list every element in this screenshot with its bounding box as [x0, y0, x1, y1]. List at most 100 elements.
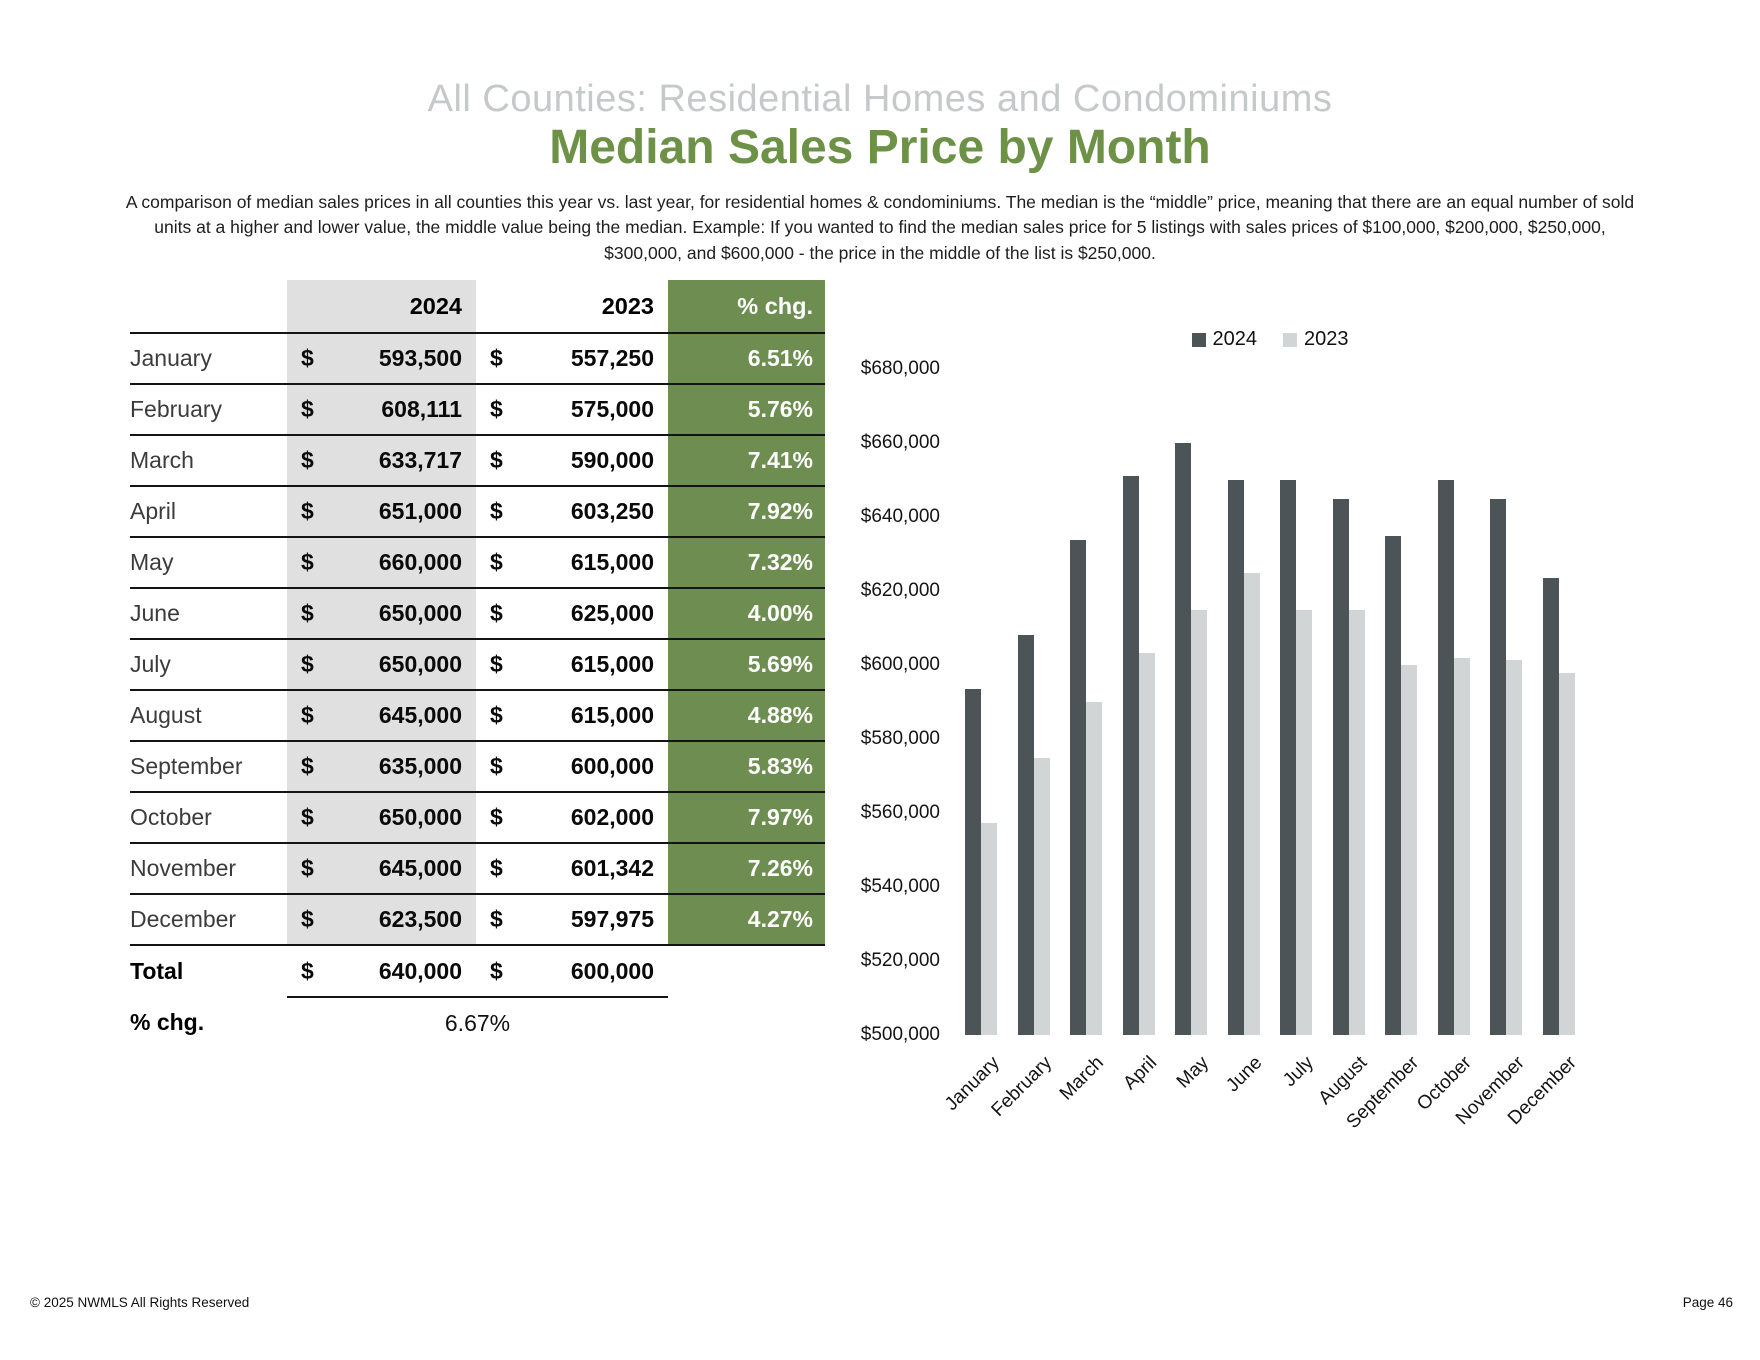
- value-2023-cell: $603,250: [476, 485, 668, 537]
- report-subtitle: All Counties: Residential Homes and Cond…: [427, 78, 1333, 120]
- y-axis-tick-label: $600,000: [860, 654, 940, 675]
- currency-symbol: $: [301, 855, 314, 881]
- price-table-body: January $593,500 $557,250 6.51% February $608…: [130, 332, 825, 946]
- currency-symbol: $: [301, 906, 314, 932]
- value-2023: 600,000: [570, 753, 654, 779]
- currency-symbol: $: [301, 804, 314, 830]
- month-cell: June: [130, 587, 287, 639]
- value-2023: 615,000: [570, 549, 654, 575]
- legend-item-2024: 2024: [1191, 328, 1258, 351]
- table-row: June $650,000 $625,000 4.00%: [130, 587, 825, 639]
- bar-2024-September: [1385, 535, 1402, 1035]
- value-2023: 597,975: [570, 906, 654, 932]
- value-2023-cell: $615,000: [476, 536, 668, 588]
- legend-swatch-2023-icon: [1283, 332, 1297, 347]
- y-axis-tick-label: $520,000: [860, 950, 940, 971]
- table-row: November $645,000 $601,342 7.26%: [130, 842, 825, 894]
- table-row: October $650,000 $602,000 7.97%: [130, 791, 825, 843]
- legend-label-2024: 2024: [1212, 328, 1258, 350]
- month-cell: August: [130, 689, 287, 741]
- x-axis-tick-label: March: [1056, 1052, 1109, 1105]
- price-table: 2024 2023 % chg. January $593,500 $557,250…: [130, 280, 825, 1048]
- value-2023: 601,342: [570, 855, 654, 881]
- month-cell: February: [130, 383, 287, 435]
- currency-symbol: $: [490, 396, 503, 422]
- table-row: January $593,500 $557,250 6.51%: [130, 332, 825, 384]
- bar-2024-April: [1122, 476, 1139, 1035]
- currency-symbol: $: [301, 396, 314, 422]
- pct-change-cell: 7.26%: [668, 842, 825, 894]
- total-pct-change-label: % chg.: [130, 1009, 205, 1035]
- footer-page-number: Page 46: [1682, 1295, 1733, 1310]
- x-axis-labels: January February March April May June July Augu…: [941, 1047, 1585, 1157]
- value-2024: 645,000: [378, 702, 462, 728]
- value-2024: 645,000: [378, 855, 462, 881]
- bar-2024-June: [1227, 480, 1244, 1035]
- bar-2023-September: [1401, 665, 1418, 1035]
- month-cell: October: [130, 791, 287, 843]
- value-2024-cell: $593,500: [287, 332, 476, 384]
- legend-swatch-2024-icon: [1191, 332, 1206, 347]
- bar-2023-July: [1296, 609, 1313, 1035]
- report-description: A comparison of median sales prices in a…: [125, 192, 1635, 263]
- value-2024-cell: $645,000: [287, 842, 476, 894]
- y-axis-tick-label: $500,000: [860, 1024, 940, 1045]
- bar-2024-January: [965, 689, 982, 1035]
- currency-symbol: $: [301, 345, 314, 371]
- bar-2023-August: [1348, 609, 1365, 1035]
- value-2023-cell: $557,250: [476, 332, 668, 384]
- bar-2024-July: [1280, 480, 1297, 1035]
- value-2024-cell: $660,000: [287, 536, 476, 588]
- bar-2023-May: [1191, 609, 1208, 1035]
- value-2023: 602,000: [570, 804, 654, 830]
- value-2024: 623,500: [378, 906, 462, 932]
- currency-symbol: $: [490, 855, 503, 881]
- pct-change-cell: 4.27%: [668, 893, 825, 946]
- currency-symbol: $: [301, 957, 314, 984]
- value-2024-cell: $633,717: [287, 434, 476, 486]
- total-2024-value: 640,000: [378, 957, 462, 984]
- plot-area: [955, 369, 1585, 1035]
- currency-symbol: $: [490, 804, 503, 830]
- total-2023-value: 600,000: [570, 957, 654, 984]
- value-2023-cell: $590,000: [476, 434, 668, 486]
- currency-symbol: $: [301, 498, 314, 524]
- total-pct-change-value: 6.67%: [444, 1009, 511, 1036]
- value-2024: 651,000: [378, 498, 462, 524]
- total-2023-cell: $600,000: [476, 945, 668, 998]
- pct-change-cell: 5.76%: [668, 383, 825, 435]
- bar-2024-November: [1490, 498, 1507, 1035]
- value-2023: 615,000: [570, 651, 654, 677]
- col-header-pct-change: % chg.: [668, 280, 825, 333]
- bar-2024-August: [1332, 498, 1349, 1035]
- table-row: February $608,111 $575,000 5.76%: [130, 383, 825, 435]
- bar-2024-February: [1017, 635, 1034, 1035]
- value-2024-cell: $650,000: [287, 791, 476, 843]
- table-header-row: 2024 2023 % chg.: [130, 280, 825, 333]
- y-axis-tick-label: $680,000: [860, 358, 940, 379]
- y-axis-tick-label: $640,000: [860, 506, 940, 527]
- value-2024: 650,000: [378, 600, 462, 626]
- pct-change-cell: 7.41%: [668, 434, 825, 486]
- bar-2023-April: [1138, 652, 1155, 1035]
- bar-2024-May: [1175, 443, 1192, 1035]
- bar-2023-November: [1506, 660, 1523, 1035]
- value-2024: 635,000: [378, 753, 462, 779]
- currency-symbol: $: [490, 498, 503, 524]
- value-2023: 557,250: [570, 345, 654, 371]
- table-row: July $650,000 $615,000 5.69%: [130, 638, 825, 690]
- value-2024: 650,000: [378, 804, 462, 830]
- value-2023: 615,000: [570, 702, 654, 728]
- value-2023-cell: $597,975: [476, 893, 668, 946]
- total-pct-change-row: % chg. 6.67%: [130, 997, 825, 1048]
- bar-2024-October: [1437, 480, 1454, 1035]
- pct-change-cell: 4.00%: [668, 587, 825, 639]
- y-axis-tick-label: $620,000: [860, 580, 940, 601]
- pct-change-cell: 4.88%: [668, 689, 825, 741]
- table-row: April $651,000 $603,250 7.92%: [130, 485, 825, 537]
- table-row: December $623,500 $597,975 4.27%: [130, 893, 825, 946]
- pct-change-cell: 7.97%: [668, 791, 825, 843]
- bar-2023-October: [1453, 657, 1470, 1035]
- bar-2023-June: [1243, 572, 1260, 1035]
